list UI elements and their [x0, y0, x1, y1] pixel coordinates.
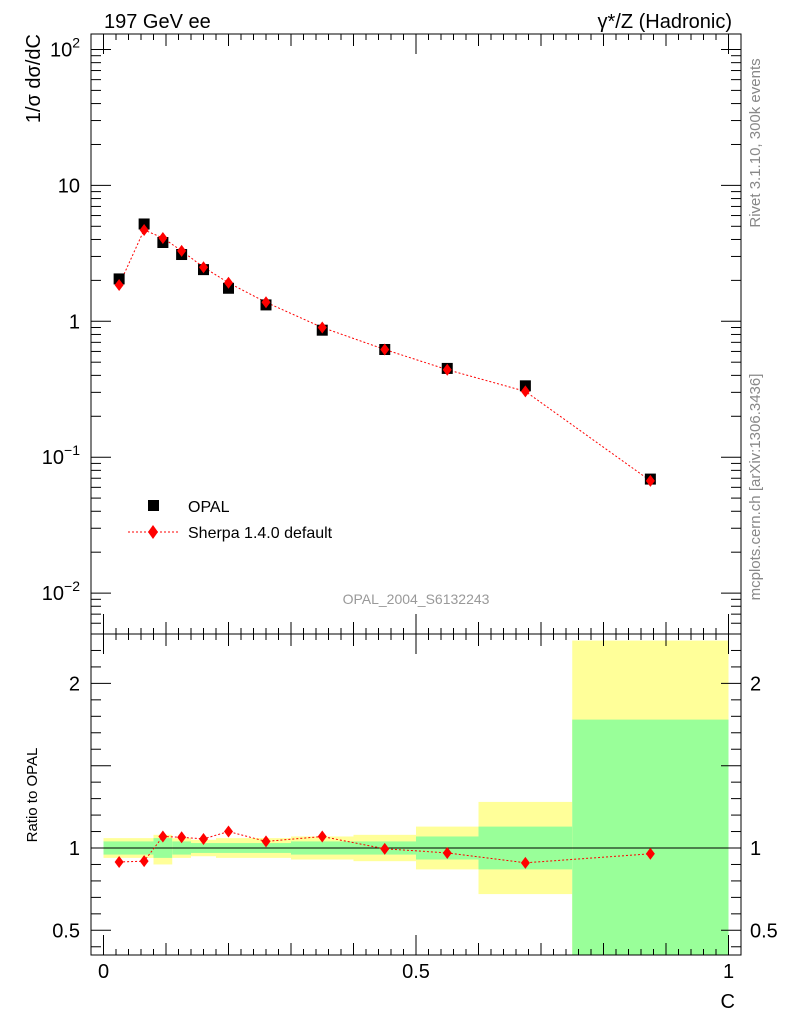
ratio-sherpa-point [177, 831, 187, 844]
ratio-y-tick-label-left: 1 [69, 838, 80, 860]
ratio-sherpa-point [442, 846, 452, 859]
main-y-tick-label: 10−2 [42, 578, 80, 605]
ratio-y-tick-label-right: 1 [750, 838, 761, 860]
ratio-y-tick-label-right: 0.5 [750, 920, 778, 942]
ratio-y-tick-label-left: 2 [69, 673, 80, 695]
ratio-band-inner [572, 719, 729, 955]
ratio-tick-labels: 0.5 0.5 1 1 2 2 0 0.5 1 [52, 673, 778, 983]
sherpa-point [645, 474, 655, 487]
ratio-sherpa-line [119, 830, 651, 864]
ratio-y-tick-label-left: 0.5 [52, 920, 80, 942]
main-plot-frame [90, 33, 742, 635]
ratio-sherpa-point [380, 842, 390, 855]
ratio-sherpa-point [158, 830, 168, 843]
sherpa-point [139, 223, 149, 236]
sherpa-point [177, 244, 187, 257]
sherpa-point [114, 278, 124, 291]
ratio-series [114, 825, 655, 869]
ratio-ticks [91, 634, 741, 955]
main-series [113, 218, 656, 487]
ratio-sherpa-point [199, 832, 208, 845]
sherpa-point [199, 261, 208, 274]
main-y-tick-label: 102 [50, 34, 80, 61]
sherpa-point [380, 343, 390, 356]
sherpa-point [317, 321, 327, 334]
x-axis-label: C [721, 991, 735, 1013]
ratio-bands [103, 640, 729, 955]
ratio-y-axis-label: Ratio to OPAL [24, 748, 41, 843]
main-y-tick-label: 1 [69, 311, 80, 333]
x-tick-label: 1 [723, 961, 734, 983]
main-y-tick-label: 10−1 [42, 442, 80, 469]
sherpa-point [520, 385, 530, 398]
main-y-tick-label: 10 [58, 175, 80, 197]
energy-label: 197 GeV ee [104, 11, 211, 33]
ratio-y-tick-label-right: 2 [750, 673, 761, 695]
ratio-panel: 0.5 0.5 1 1 2 2 0 0.5 1 Ratio to OPAL C [24, 633, 778, 1013]
ratio-sherpa-point [261, 835, 271, 848]
process-label: γ*/Z (Hadronic) [598, 11, 732, 33]
sherpa-point [158, 232, 168, 245]
mcplots-label: mcplots.cern.ch [arXiv:1306.3436] [747, 374, 764, 601]
x-tick-label: 0.5 [402, 961, 430, 983]
ratio-sherpa-point [224, 825, 233, 838]
sherpa-point [224, 276, 233, 289]
legend-opal-label: OPAL [188, 499, 230, 516]
main-y-axis-label: 1/σ dσ/dC [23, 34, 45, 123]
x-tick-label: 0 [98, 961, 109, 983]
ratio-sherpa-point [114, 855, 124, 868]
main-tick-labels: 10−2 10−1 1 10 102 [42, 34, 80, 605]
opal-point [113, 273, 125, 285]
main-panel: 10−2 10−1 1 10 102 1/σ dσ/dC OPAL_2004_S6132… [23, 33, 742, 635]
ratio-sherpa-point [520, 856, 530, 869]
analysis-label: OPAL_2004_S6132243 [343, 591, 490, 607]
ratio-sherpa-point [317, 830, 327, 843]
rivet-label: Rivet 3.1.10, 300k events [747, 58, 764, 227]
ratio-sherpa-point [645, 847, 655, 860]
legend-sherpa-label: Sherpa 1.4.0 default [188, 525, 333, 542]
sherpa-point [261, 296, 271, 309]
legend: OPAL Sherpa 1.4.0 default [128, 499, 333, 542]
ratio-sherpa-point [139, 855, 149, 868]
legend-sherpa-marker [148, 525, 158, 539]
main-y-ticks [91, 34, 741, 635]
legend-opal-marker [148, 500, 159, 511]
sherpa-point [442, 363, 452, 376]
